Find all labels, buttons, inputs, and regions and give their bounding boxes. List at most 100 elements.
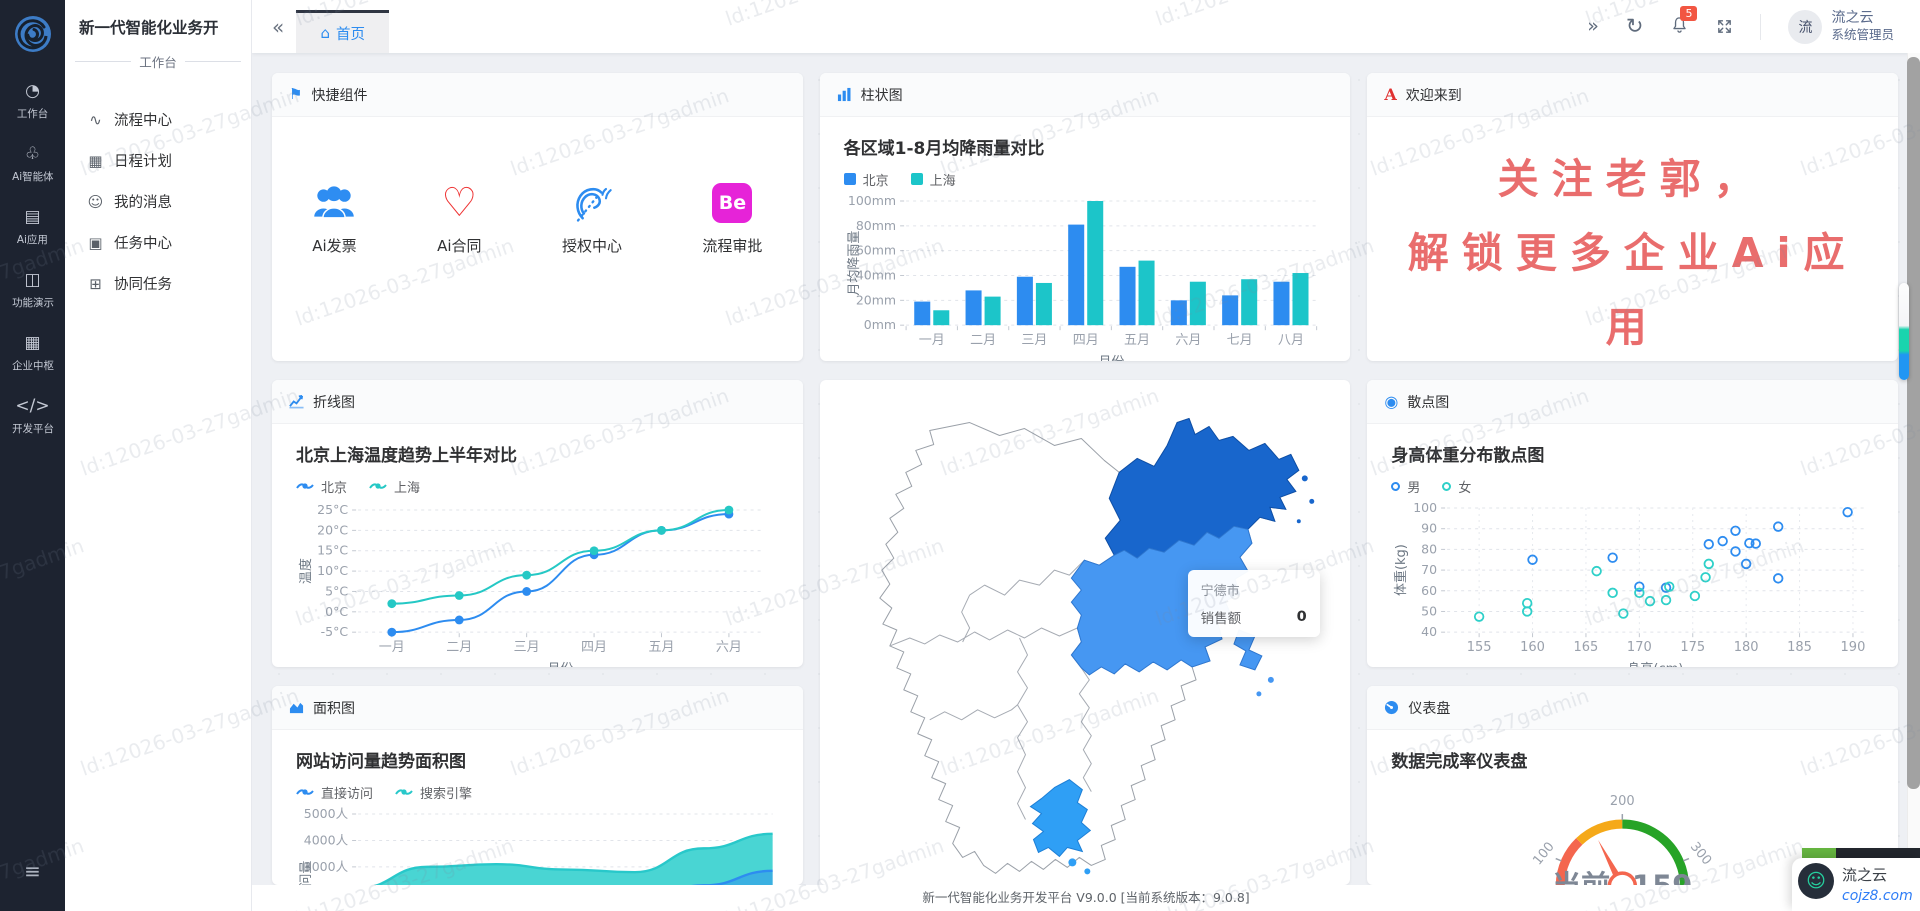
sidebar-item-feature-demo[interactable]: ◫ 功能演示 [11, 270, 54, 309]
legend-item[interactable]: 北京 [296, 477, 347, 496]
svg-text:80: 80 [1422, 541, 1438, 556]
chart-legend[interactable]: 北京 上海 [843, 169, 1327, 189]
legend-item[interactable]: 北京 [843, 170, 889, 189]
tooltip-region: 宁德市 [1200, 584, 1240, 599]
wallet-icon: ▤ [24, 207, 41, 227]
svg-text:25°C: 25°C [317, 502, 348, 517]
area-chart-plot[interactable]: 0人1000人2000人3000人4000人5000人访问量 [296, 806, 779, 885]
scatter-chart-plot[interactable]: 40 50 60 70 80 90 100 155 160 165 170 175 180 185 190 体… [1391, 500, 1874, 667]
svg-text:60mm: 60mm [855, 243, 895, 258]
welcome-message: 关注老郭， 解锁更多企业Ai应 用 [1407, 155, 1858, 351]
tooltip-metric: 销售额 [1200, 611, 1242, 627]
primary-sidebar: ◔ 工作台 ♧ Ai智能体 ▤ Ai应用 ◫ 功能演示 ▦ 企业中枢 </> 开… [0, 0, 65, 911]
grid-icon: ▦ [24, 333, 41, 353]
svg-text:三月: 三月 [1021, 333, 1047, 348]
card-header-label: 欢迎来到 [1405, 87, 1462, 104]
svg-text:七月: 七月 [1226, 333, 1252, 348]
svg-text:温度: 温度 [298, 558, 314, 584]
user-menu[interactable]: 流 流之云 系统管理员 [1788, 9, 1894, 44]
svg-text:300: 300 [1687, 840, 1714, 869]
svg-text:身高(cm): 身高(cm) [1628, 661, 1684, 667]
svg-text:90: 90 [1422, 521, 1438, 536]
quick-item-ai-invoice[interactable]: Ai发票 [312, 183, 357, 256]
line-chart-plot[interactable]: -5°C 0°C 5°C 10°C 15°C 20°C 25°C 一月 二月 三月 四月 五月 六月 温度… [296, 500, 779, 667]
card-header-label: 散点图 [1407, 394, 1450, 411]
sidebar-item-enterprise-hub[interactable]: ▦ 企业中枢 [11, 333, 54, 372]
svg-text:20°C: 20°C [317, 522, 348, 537]
chart-legend[interactable]: 直接访问 搜索引擎 [296, 782, 779, 802]
expand-tabs-icon[interactable]: » [1587, 15, 1599, 37]
svg-text:165: 165 [1574, 640, 1599, 655]
svg-text:一月: 一月 [918, 333, 944, 348]
refresh-icon[interactable]: ↻ [1625, 14, 1644, 38]
topbar: « ⌂ 首页 » ↻ 5 流 [252, 0, 1920, 53]
menu-item-process-center[interactable]: ∿ 流程中心 [65, 99, 251, 140]
floating-side-handle[interactable] [1899, 283, 1909, 380]
svg-text:访问量: 访问量 [299, 861, 314, 885]
app-title: 新一代智能化业务开 [79, 19, 219, 37]
menu-collapse-icon[interactable]: « [272, 14, 285, 39]
code-icon: </> [15, 396, 50, 416]
chat-brand-name: 流之云 [1842, 866, 1888, 884]
sidebar-item-dev-platform[interactable]: </> 开发平台 [11, 396, 54, 435]
bar-chart-plot[interactable]: 0mm 20mm 40mm 60mm 80mm 100mm 一月 二月 三月 四月 五月 六月 七月 八月… [844, 193, 1327, 361]
legend-item[interactable]: 女 [1442, 477, 1471, 496]
card-gauge-chart: 仪表盘 数据完成率仪表盘 100200300当前: 159 [1367, 686, 1898, 885]
app-logo-icon[interactable] [11, 12, 55, 56]
region-map[interactable] [820, 380, 1351, 885]
gauge-chart-plot[interactable]: 100200300当前: 159 [1391, 782, 1874, 885]
stacked-docs-icon: ⊞ [89, 274, 102, 293]
svg-text:三月: 三月 [514, 640, 540, 655]
chat-smiley-icon: ☺ [87, 192, 104, 211]
chart-title: 身高体重分布散点图 [1391, 446, 1545, 466]
svg-text:180: 180 [1734, 640, 1759, 655]
svg-text:155: 155 [1467, 640, 1492, 655]
menu-item-messages[interactable]: ☺ 我的消息 [87, 192, 172, 212]
ear-icon [576, 187, 612, 222]
legend-item[interactable]: 上海 [369, 477, 420, 496]
notification-badge: 5 [1680, 5, 1698, 21]
divider [1760, 13, 1762, 40]
legend-item[interactable]: 上海 [910, 170, 956, 189]
svg-text:五月: 五月 [1124, 333, 1150, 348]
legend-item[interactable]: 男 [1391, 477, 1420, 496]
sidebar-item-workbench[interactable]: ◔ 工作台 [16, 81, 49, 120]
menu-item-collab-tasks[interactable]: ⊞ 协同任务 [65, 263, 251, 304]
sidebar-item-ai-agent[interactable]: ♧ Ai智能体 [11, 144, 54, 183]
quick-item-ai-contract[interactable]: ♡ Ai合同 [437, 180, 482, 255]
svg-text:5000人: 5000人 [304, 806, 349, 821]
scrollbar-thumb[interactable] [1907, 57, 1920, 789]
map-region-fuzhou[interactable] [1070, 525, 1253, 676]
svg-text:100: 100 [1531, 840, 1558, 869]
legend-item[interactable]: 直接访问 [296, 783, 373, 802]
calendar-icon: ▦ [88, 151, 103, 170]
card-header-label: 面积图 [313, 700, 355, 717]
svg-text:月均降雨量: 月均降雨量 [847, 231, 862, 296]
secondary-sidebar: 新一代智能化业务开 工作台 ∿ 流程中心 ▦ 日程计划 ☺ 我的消息 ▣ 任务中… [65, 0, 252, 911]
svg-text:175: 175 [1681, 640, 1706, 655]
legend-item[interactable]: 搜索引擎 [395, 783, 472, 802]
chart-legend[interactable]: 北京 上海 [296, 476, 779, 496]
svg-text:体重(kg): 体重(kg) [1393, 544, 1409, 596]
svg-text:四月: 四月 [1072, 333, 1098, 348]
svg-text:20mm: 20mm [855, 292, 895, 307]
menu-item-schedule[interactable]: ▦ 日程计划 [88, 151, 172, 171]
notifications-button[interactable]: 5 [1670, 5, 1698, 39]
chat-site-link[interactable]: cojz8.com [1842, 888, 1913, 904]
svg-text:4000人: 4000人 [304, 832, 349, 847]
map-region-south[interactable] [1029, 779, 1091, 858]
tab-home[interactable]: ⌂ 首页 [296, 10, 390, 53]
fullscreen-icon[interactable] [1716, 18, 1733, 35]
sidebar-collapse-icon[interactable]: ≡ [24, 859, 41, 883]
quick-item-flow-approval[interactable]: Be 流程审批 [702, 183, 762, 256]
chart-legend[interactable]: 男女 [1391, 476, 1874, 496]
menu-item-task-center[interactable]: ▣ 任务中心 [88, 233, 172, 253]
palm-icon: ♧ [24, 144, 41, 164]
section-divider: 工作台 [75, 52, 241, 71]
sidebar-item-ai-app[interactable]: ▤ Ai应用 [17, 207, 48, 246]
users-icon [314, 186, 355, 219]
behance-icon: Be [712, 183, 753, 223]
chat-widget[interactable]: ☺ 流之云 cojz8.com [1792, 848, 1920, 911]
svg-text:二月: 二月 [970, 333, 996, 348]
quick-item-auth-center[interactable]: 授权中心 [562, 183, 622, 256]
